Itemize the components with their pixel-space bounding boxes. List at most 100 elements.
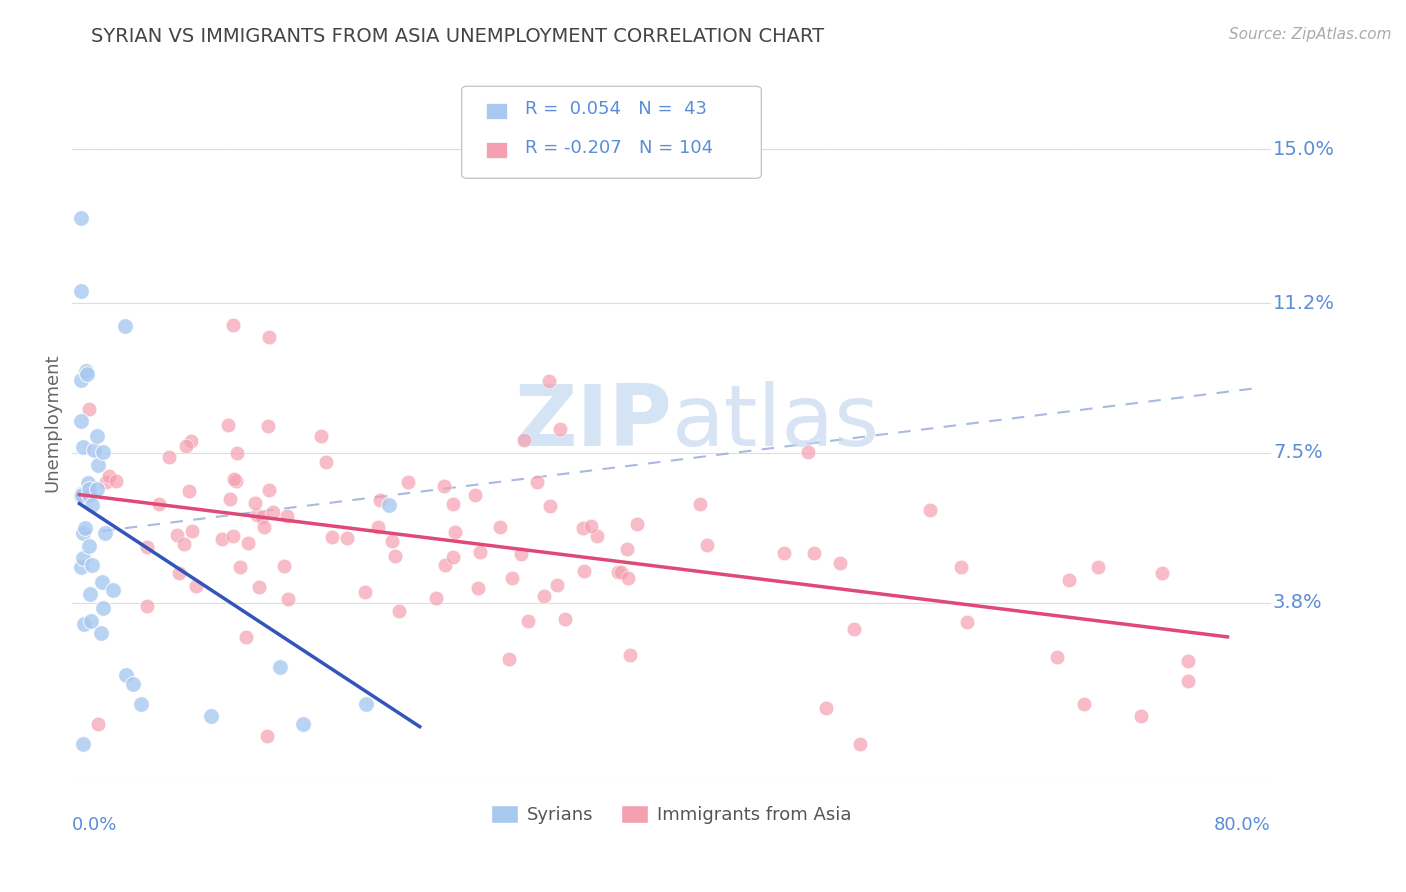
Point [167,566,190,580]
Point [321,530,343,544]
Point [956,615,979,630]
Point [377,498,399,512]
Point [606,565,628,579]
Point [246,508,269,522]
Point [441,497,464,511]
Point [70,488,93,502]
Point [513,433,536,447]
Point [166,528,188,542]
Point [441,550,464,565]
Point [814,701,837,715]
Point [548,422,571,436]
Point [97,469,120,483]
Point [276,508,298,523]
Point [546,578,568,592]
Point [73,616,96,631]
Point [1130,709,1153,723]
Point [1152,566,1174,580]
Point [353,585,375,599]
Point [115,668,138,682]
Point [80,558,103,573]
Point [433,479,456,493]
Point [616,571,638,585]
FancyBboxPatch shape [461,87,761,178]
Point [250,510,273,524]
Point [72,440,94,454]
Point [77,488,100,502]
FancyBboxPatch shape [485,142,506,158]
Point [77,483,100,497]
Point [619,648,641,662]
Point [69,373,91,387]
Point [309,429,332,443]
Point [396,475,419,489]
Point [80,498,103,512]
Point [950,559,973,574]
Point [253,520,276,534]
Text: 80.0%: 80.0% [1213,815,1271,833]
Point [269,660,291,674]
Text: ZIP: ZIP [513,381,672,464]
Point [93,600,115,615]
Point [87,717,110,731]
Point [1177,654,1199,668]
Point [262,505,284,519]
Point [222,472,245,486]
Point [918,503,941,517]
Text: R =  0.054   N =  43: R = 0.054 N = 43 [526,101,707,119]
Point [1046,649,1069,664]
Point [101,582,124,597]
Point [75,364,97,378]
Point [367,519,389,533]
Point [70,560,93,574]
Text: R = -0.207   N = 104: R = -0.207 N = 104 [526,139,713,157]
Point [90,625,112,640]
Point [219,492,242,507]
Point [235,630,257,644]
Point [69,211,91,226]
Text: 0.0%: 0.0% [72,815,118,833]
Point [689,497,711,511]
Point [388,604,411,618]
Point [177,483,200,498]
Point [80,614,103,628]
Point [222,318,245,332]
Point [384,549,406,563]
Point [586,529,609,543]
Point [91,574,114,589]
Point [356,697,378,711]
Point [443,525,465,540]
Text: 7.5%: 7.5% [1272,443,1323,462]
Point [571,520,593,534]
Point [91,445,114,459]
Text: 15.0%: 15.0% [1272,140,1334,159]
Point [315,455,337,469]
Point [173,537,195,551]
Point [238,536,260,550]
Point [157,450,180,465]
Point [69,284,91,298]
Point [554,612,576,626]
Point [70,489,93,503]
Point [76,367,98,381]
Point [1073,697,1095,711]
Point [257,419,280,434]
Point [773,546,796,560]
Point [136,541,159,555]
Point [186,579,208,593]
Point [69,413,91,427]
Point [72,550,94,565]
Point [1177,673,1199,688]
Point [83,442,105,457]
Point [517,615,540,629]
Point [77,539,100,553]
Point [1087,560,1109,574]
Text: 11.2%: 11.2% [1272,293,1334,313]
Point [828,556,851,570]
Point [72,737,94,751]
Point [86,482,108,496]
Point [131,697,153,711]
Point [538,499,561,513]
Point [79,587,101,601]
Point [796,444,818,458]
